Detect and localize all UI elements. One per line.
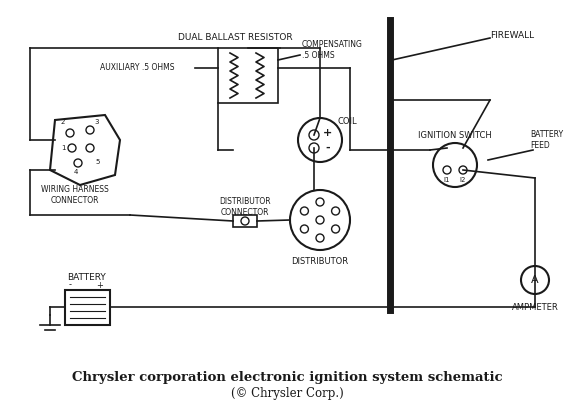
Circle shape: [86, 144, 94, 152]
Circle shape: [300, 207, 308, 215]
Text: DUAL BALLAST RESISTOR: DUAL BALLAST RESISTOR: [178, 33, 292, 42]
Circle shape: [309, 130, 319, 140]
Text: AUXILIARY .5 OHMS: AUXILIARY .5 OHMS: [101, 63, 175, 72]
Text: +: +: [323, 128, 332, 138]
Text: IGNITION SWITCH: IGNITION SWITCH: [418, 131, 492, 140]
Text: I2: I2: [460, 177, 466, 183]
Circle shape: [443, 166, 451, 174]
Text: COMPENSATING
.5 OHMS: COMPENSATING .5 OHMS: [302, 40, 363, 60]
Text: AMPMETER: AMPMETER: [512, 304, 558, 313]
Circle shape: [86, 126, 94, 134]
Text: A: A: [531, 275, 539, 285]
Text: 1: 1: [61, 145, 65, 151]
Text: +: +: [97, 280, 104, 289]
Polygon shape: [50, 115, 120, 185]
Circle shape: [316, 216, 324, 224]
Text: DISTRIBUTOR
CONNECTOR: DISTRIBUTOR CONNECTOR: [219, 197, 271, 217]
Text: BATTERY: BATTERY: [68, 273, 106, 282]
Bar: [65, 290, 110, 325]
Circle shape: [74, 159, 82, 167]
Circle shape: [68, 144, 76, 152]
Circle shape: [433, 143, 477, 187]
Circle shape: [332, 207, 340, 215]
Text: 3: 3: [95, 119, 99, 125]
Circle shape: [300, 225, 308, 233]
Text: COIL: COIL: [338, 118, 358, 127]
Bar: [233, 215, 257, 227]
Circle shape: [459, 166, 467, 174]
Circle shape: [290, 190, 350, 250]
Circle shape: [241, 217, 249, 225]
Text: 5: 5: [96, 159, 100, 165]
Text: WIRING HARNESS
CONNECTOR: WIRING HARNESS CONNECTOR: [41, 185, 109, 205]
Text: (© Chrysler Corp.): (© Chrysler Corp.): [231, 387, 343, 400]
Text: FIREWALL: FIREWALL: [490, 31, 534, 39]
Circle shape: [332, 225, 340, 233]
Circle shape: [521, 266, 549, 294]
Circle shape: [309, 143, 319, 153]
Circle shape: [298, 118, 342, 162]
Text: Chrysler corporation electronic ignition system schematic: Chrysler corporation electronic ignition…: [72, 372, 503, 385]
Text: BATTERY
FEED: BATTERY FEED: [530, 130, 563, 150]
Text: 2: 2: [61, 119, 65, 125]
Text: -: -: [325, 143, 330, 153]
Text: DISTRIBUTOR: DISTRIBUTOR: [292, 258, 348, 267]
Circle shape: [316, 198, 324, 206]
Circle shape: [316, 234, 324, 242]
Circle shape: [66, 129, 74, 137]
Bar: [218, 48, 278, 103]
Text: 4: 4: [74, 169, 78, 175]
Text: I1: I1: [444, 177, 450, 183]
Text: -: -: [68, 280, 71, 289]
